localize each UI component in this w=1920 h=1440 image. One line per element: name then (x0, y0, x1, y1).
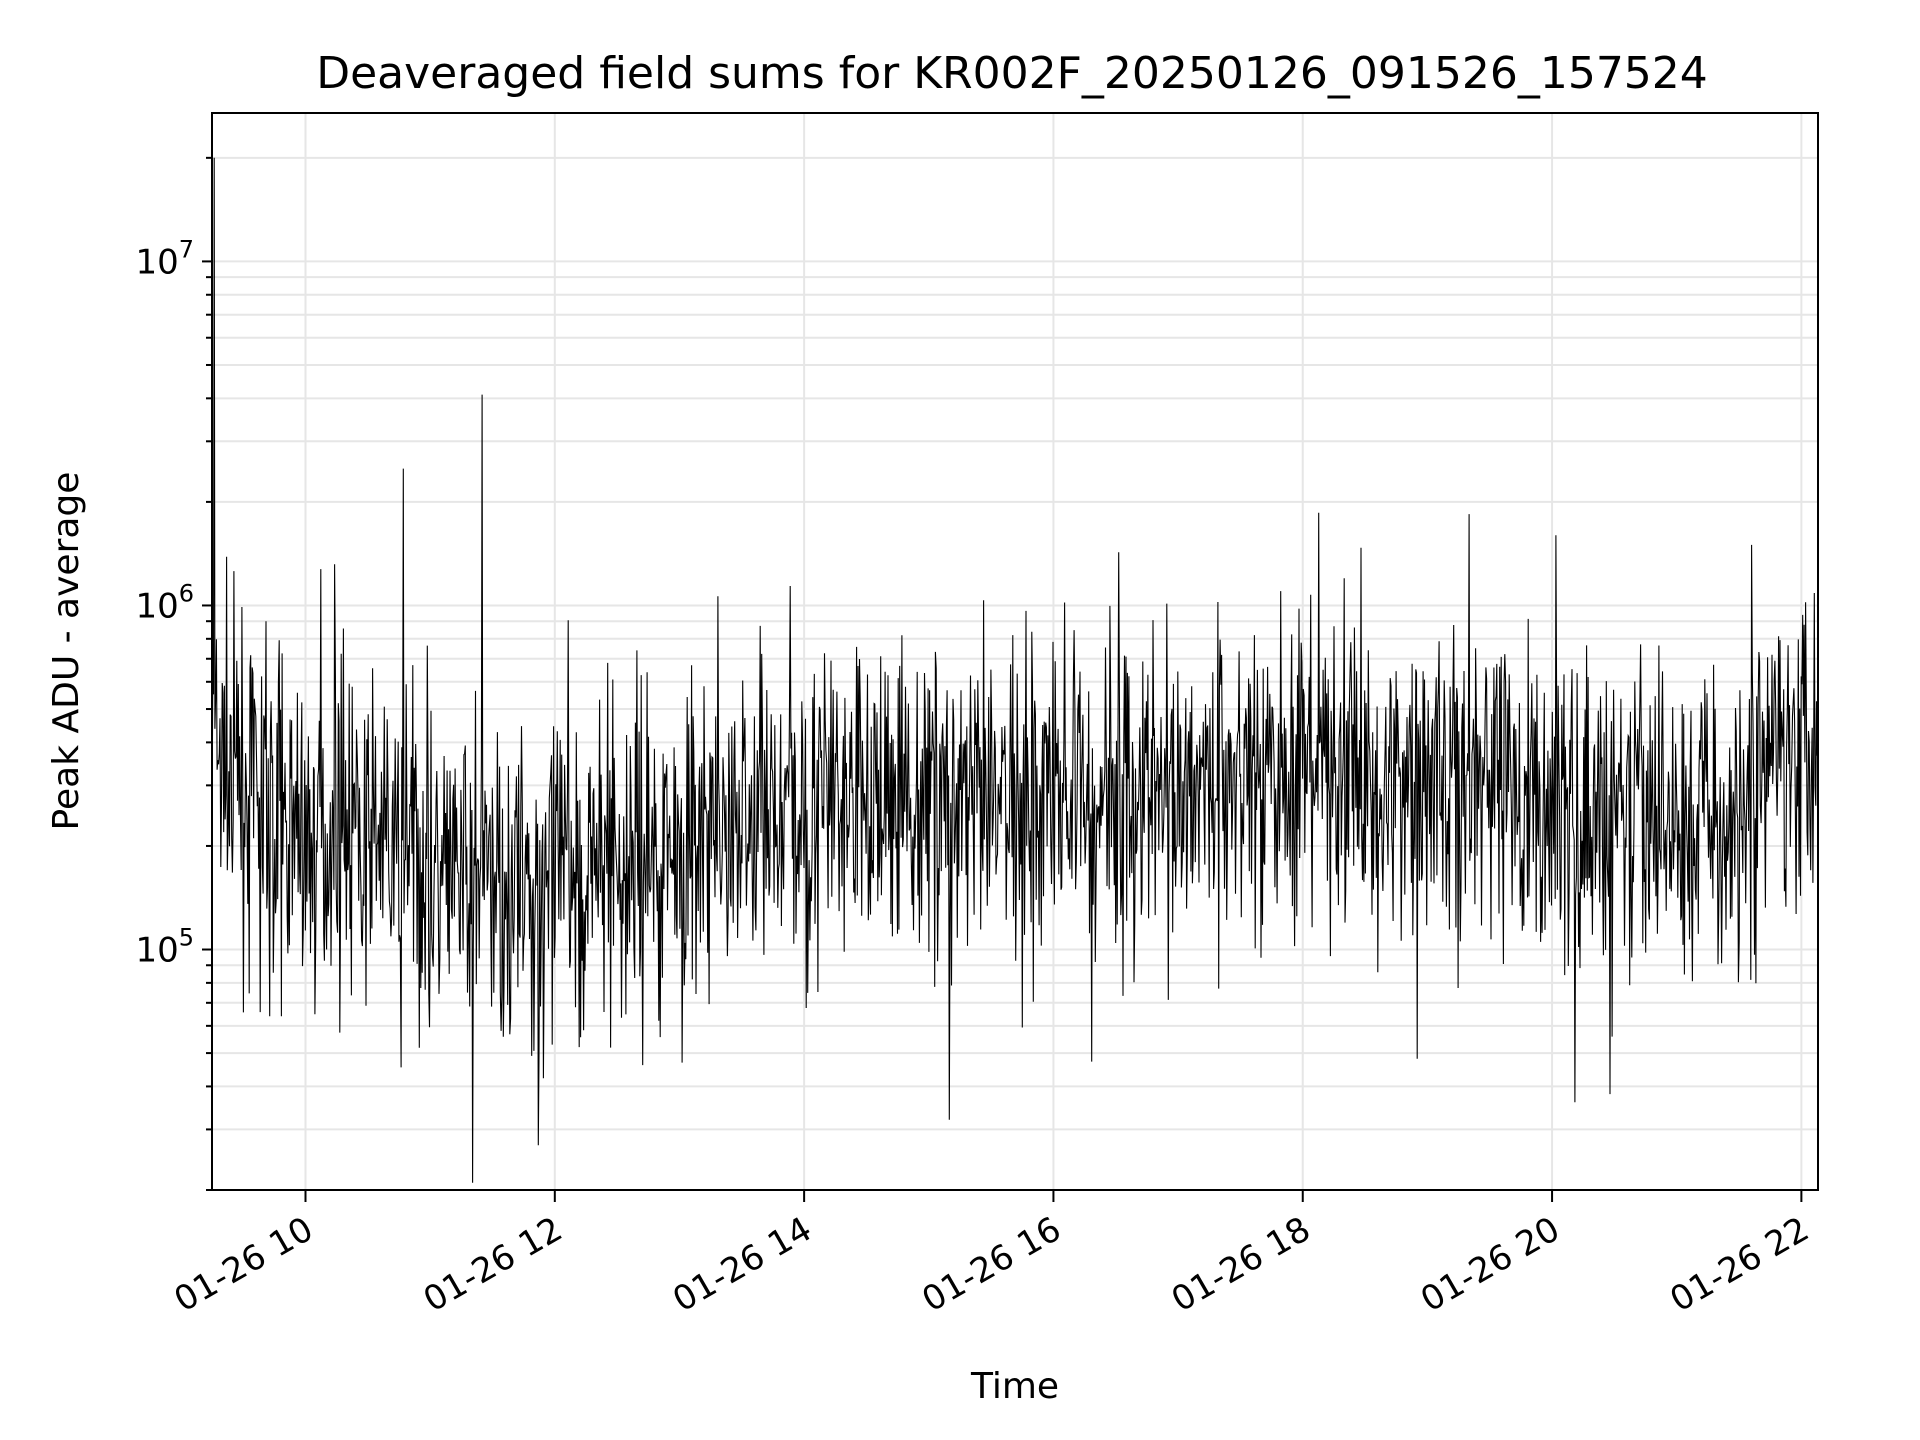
x-tick-label: 01-26 18 (1165, 1209, 1317, 1320)
x-tick-label: 01-26 20 (1414, 1209, 1566, 1320)
x-tick-label: 01-26 12 (417, 1209, 569, 1320)
y-tick-label: 107 (135, 235, 194, 282)
y-tick-label: 105 (135, 924, 194, 971)
y-tick-label: 106 (135, 579, 194, 626)
chart-title: Deaveraged field sums for KR002F_2025012… (316, 48, 1708, 99)
y-tick-exponent: 5 (179, 924, 194, 952)
y-axis-label: Peak ADU - average (46, 472, 87, 831)
x-tick-label: 01-26 10 (168, 1209, 320, 1320)
plot-frame (211, 112, 1819, 1191)
y-tick-base: 10 (135, 242, 178, 282)
series-line (211, 157, 1819, 1183)
x-tick-label: 01-26 14 (666, 1209, 818, 1320)
y-tick-base: 10 (135, 586, 178, 626)
x-tick-label: 01-26 16 (916, 1209, 1068, 1320)
series-group (211, 157, 1819, 1183)
y-tick-exponent: 7 (179, 235, 194, 263)
grid (212, 113, 1818, 1191)
y-tick-exponent: 6 (179, 579, 194, 607)
x-axis-label: Time (970, 1366, 1059, 1407)
y-tick-base: 10 (135, 931, 178, 971)
x-tick-label: 01-26 22 (1663, 1209, 1815, 1320)
